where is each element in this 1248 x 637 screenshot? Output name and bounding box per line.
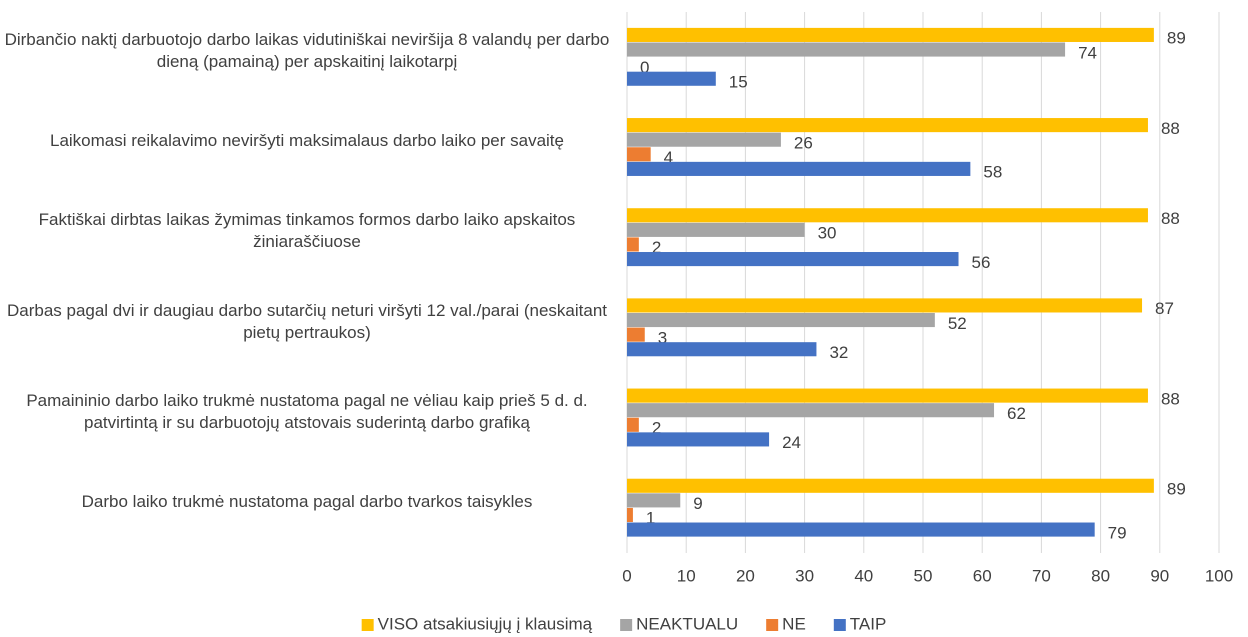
data-label: 1 [646, 509, 655, 528]
bar [627, 403, 995, 418]
data-label: 2 [652, 238, 661, 257]
bar [627, 342, 817, 357]
category-label: Faktiškai dirbtas laikas žymimas tinkamo… [38, 210, 576, 252]
data-label: 89 [1167, 29, 1186, 48]
x-tick-label: 80 [1091, 566, 1110, 585]
data-label: 2 [652, 419, 661, 438]
bar [627, 237, 639, 252]
data-label: 15 [729, 72, 748, 91]
bar [627, 147, 651, 162]
bar [627, 432, 770, 447]
bar [627, 222, 805, 237]
legend-label: NE [782, 614, 806, 633]
data-label: 32 [829, 343, 848, 362]
category-label: Pamaininio darbo laiko trukmė nustatoma … [26, 390, 588, 432]
data-label: 4 [664, 148, 673, 167]
data-label: 88 [1161, 209, 1180, 228]
x-tick-label: 0 [622, 566, 631, 585]
x-tick-label: 40 [854, 566, 873, 585]
data-label: 88 [1161, 389, 1180, 408]
x-tick-label: 60 [973, 566, 992, 585]
legend-label: NEAKTUALU [636, 614, 738, 633]
bar [627, 71, 716, 86]
bar [627, 507, 633, 523]
x-tick-label: 90 [1150, 566, 1169, 585]
data-label: 74 [1078, 43, 1097, 62]
x-tick-label: 30 [795, 566, 814, 585]
bar [627, 252, 959, 267]
data-label: 79 [1108, 523, 1127, 542]
x-tick-label: 100 [1205, 566, 1233, 585]
bar [627, 161, 971, 176]
data-label: 88 [1161, 119, 1180, 138]
bar [627, 522, 1095, 537]
category-label: Darbo laiko trukmė nustatoma pagal darbo… [81, 491, 533, 511]
bar [627, 312, 935, 328]
data-label: 26 [794, 133, 813, 152]
x-tick-label: 20 [736, 566, 755, 585]
bar [627, 208, 1148, 223]
category-label: Laikomasi reikalavimo neviršyti maksimal… [50, 131, 564, 151]
data-label: 52 [948, 314, 967, 333]
bar [627, 388, 1148, 403]
bar [627, 478, 1154, 493]
bar [627, 493, 681, 508]
x-tick-label: 10 [677, 566, 696, 585]
bar [627, 417, 639, 432]
data-label: 3 [658, 328, 667, 347]
bar [627, 27, 1154, 42]
data-label: 62 [1007, 404, 1026, 423]
bar [627, 327, 645, 342]
data-label: 87 [1155, 299, 1174, 318]
legend-label: TAIP [850, 614, 887, 633]
data-label: 89 [1167, 480, 1186, 499]
legend-swatch [766, 619, 779, 631]
data-label: 56 [972, 253, 991, 272]
legend-swatch [833, 619, 846, 631]
x-tick-label: 70 [1032, 566, 1051, 585]
data-label: 9 [693, 494, 702, 513]
bar [627, 42, 1066, 57]
category-label: Dirbančio naktį darbuotojo darbo laikas … [4, 30, 610, 72]
legend-swatch [361, 619, 374, 631]
bar [627, 118, 1148, 133]
category-label: Darbas pagal dvi ir daugiau darbo sutarč… [6, 300, 608, 342]
legend-label: VISO atsakiusiųjų į klausimą [378, 614, 593, 633]
data-label: 24 [782, 433, 801, 452]
x-tick-label: 50 [914, 566, 933, 585]
data-label: 30 [818, 224, 837, 243]
bar [627, 298, 1143, 313]
legend-swatch [620, 619, 633, 631]
bar [627, 132, 781, 147]
data-label: 58 [983, 163, 1002, 182]
data-label: 0 [640, 58, 649, 77]
